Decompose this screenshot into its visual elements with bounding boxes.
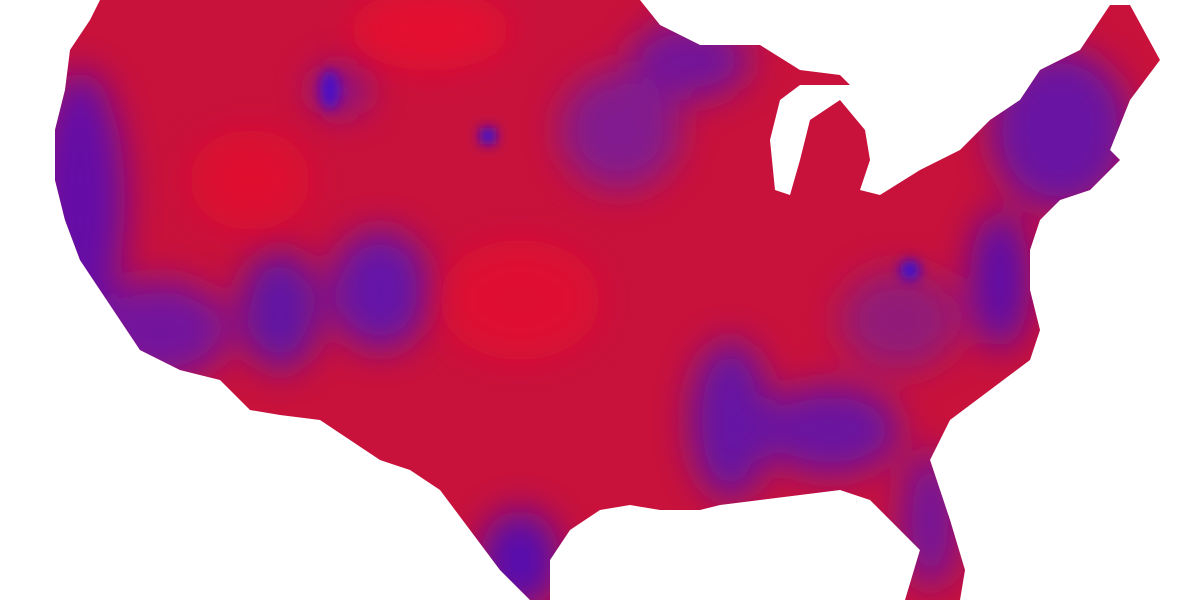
map-fill xyxy=(55,0,1160,600)
page xyxy=(55,0,1160,600)
county-map xyxy=(55,0,1160,600)
